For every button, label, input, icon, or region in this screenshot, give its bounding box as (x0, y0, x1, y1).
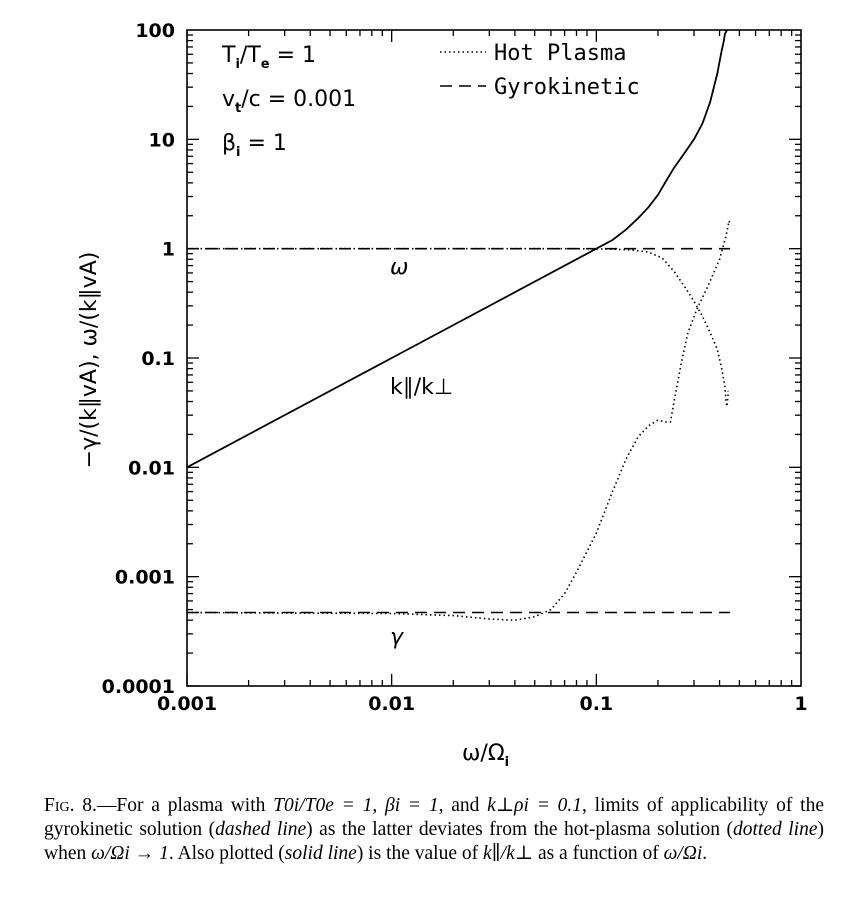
caption-dash: — (96, 795, 117, 816)
x-tick-label: 0.1 (579, 693, 613, 715)
param-temperature-ratio: Ti/Te = 1 (221, 43, 316, 72)
caption-text: . (702, 843, 708, 864)
x-tick-labels: 0.001 0.01 0.1 1 (157, 693, 808, 715)
series-layer (186, 29, 731, 622)
caption-text: ) when (44, 819, 824, 864)
caption-text: . Also plotted ( (168, 843, 285, 864)
caption-text: ) as the latter deviates from the hot-pl… (306, 819, 733, 840)
caption-emphasis: dashed line (215, 819, 307, 840)
caption-text: ) is the value of (356, 843, 483, 864)
y-tick-label: 0.01 (128, 457, 175, 479)
caption-text: as a function of (533, 843, 664, 864)
param-beta: βi = 1 (222, 131, 287, 160)
plot-frame (186, 29, 802, 687)
y-tick-label: 100 (135, 20, 175, 42)
y-tick-label: 0.001 (115, 567, 175, 589)
annotation-omega: ω (390, 255, 408, 280)
y-tick-label: 0.1 (141, 348, 175, 370)
caption-math: ω/Ωi → 1 (91, 843, 169, 864)
x-tick-label: 1 (794, 693, 807, 715)
caption-text: , (372, 795, 385, 816)
caption-math: k⊥ρi = 0.1 (487, 795, 583, 816)
x-axis-title: ω/Ωi (462, 741, 509, 770)
y-tick-label: 1 (162, 239, 175, 261)
axis-ticks (186, 30, 801, 687)
figure-caption: Fig. 8.—For a plasma with T0i/T0e = 1, β… (44, 794, 824, 866)
legend-label-gyrokinetic: Gyrokinetic (494, 75, 640, 100)
caption-figure-label: Fig. 8. (44, 795, 97, 816)
series-line-hot-plasma (186, 217, 731, 622)
x-tick-label: 0.001 (157, 693, 217, 715)
legend: Hot Plasma Gyrokinetic (440, 41, 640, 100)
y-tick-label: 10 (149, 129, 175, 151)
caption-emphasis: dotted line (733, 819, 818, 840)
param-thermal-speed: vt/c = 0.001 (222, 87, 356, 116)
caption-emphasis: solid line (284, 843, 357, 864)
caption-text: , limits of applicability of the gyrokin… (44, 795, 825, 840)
caption-text: For a plasma with (116, 795, 274, 816)
caption-math: T0i/T0e = 1 (273, 795, 373, 816)
annotation-k-ratio: k∥/k⊥ (390, 375, 453, 400)
x-tick-label: 0.01 (368, 693, 415, 715)
caption-text: , and (438, 795, 488, 816)
y-tick-label: 0.0001 (102, 676, 175, 698)
caption-math: k∥/k⊥ (482, 843, 534, 864)
legend-label-hot-plasma: Hot Plasma (494, 41, 626, 66)
series-line-hot-plasma (187, 247, 729, 407)
y-axis-title: −γ/(k∥vA), ω/(k∥vA) (77, 252, 102, 469)
y-tick-labels: 0.0001 0.001 0.01 0.1 1 10 100 (102, 20, 175, 698)
caption-math: ω/Ωi (663, 843, 703, 864)
series-line-k-k (186, 29, 728, 469)
annotation-gamma: γ (390, 625, 404, 650)
caption-math: βi = 1 (384, 795, 439, 816)
